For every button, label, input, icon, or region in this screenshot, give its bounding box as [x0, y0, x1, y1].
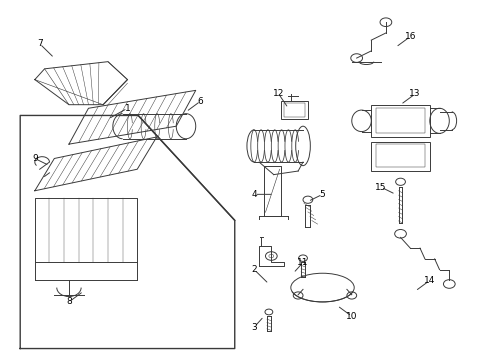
Text: 13: 13 — [408, 89, 420, 98]
Text: 1: 1 — [124, 104, 130, 113]
Text: 16: 16 — [404, 32, 415, 41]
Text: 8: 8 — [66, 297, 72, 306]
Bar — [370, 105, 429, 137]
Text: 6: 6 — [197, 96, 203, 105]
Text: 14: 14 — [423, 276, 435, 285]
Text: 7: 7 — [37, 39, 42, 48]
Text: 4: 4 — [251, 190, 257, 199]
Bar — [370, 142, 429, 171]
Bar — [283, 103, 305, 117]
Text: 9: 9 — [32, 154, 38, 163]
Text: 5: 5 — [319, 190, 325, 199]
Bar — [375, 108, 424, 134]
Text: 2: 2 — [251, 265, 257, 274]
Text: 15: 15 — [374, 183, 386, 192]
Text: 3: 3 — [251, 323, 257, 332]
Text: 12: 12 — [272, 89, 284, 98]
Bar — [375, 144, 424, 167]
Bar — [281, 101, 307, 119]
Text: 11: 11 — [297, 258, 308, 267]
Text: 10: 10 — [346, 312, 357, 321]
